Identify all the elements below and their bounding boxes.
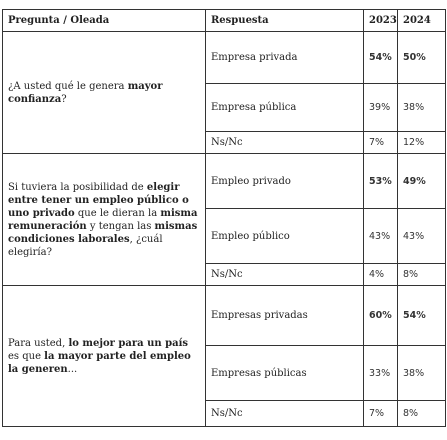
answer: Empresas privadas — [205, 285, 364, 346]
text-part: ... — [67, 363, 78, 375]
text-part: , ¿cuál elegiría? — [8, 233, 163, 258]
answer: Empresa pública — [205, 83, 364, 132]
question: ¿A usted qué le genera mayor confianza? — [2, 31, 206, 154]
value: 12% — [397, 131, 446, 154]
value: 38% — [397, 345, 446, 401]
value: 7% — [363, 400, 398, 427]
text-part: ¿A usted qué le genera — [8, 80, 128, 92]
value: 38% — [397, 83, 446, 132]
value: 54% — [363, 31, 398, 84]
answer: Ns/Nc — [205, 131, 364, 154]
value: 7% — [363, 131, 398, 154]
value: 8% — [397, 400, 446, 427]
answer: Ns/Nc — [205, 400, 364, 427]
value: 53% — [363, 153, 398, 209]
text-part: mayor confianza — [8, 80, 163, 105]
text-part: es que — [8, 350, 45, 362]
value: 39% — [363, 83, 398, 132]
text-part: elegir entre tener un empleo público o u… — [8, 181, 189, 219]
text-part: lo mejor para un país — [68, 337, 188, 349]
value: 50% — [397, 31, 446, 84]
text-part: misma remuneración — [8, 207, 198, 232]
header-cell: Respuesta — [205, 9, 364, 32]
text-part: mismas condiciones laborales — [8, 220, 198, 245]
value: 49% — [397, 153, 446, 209]
text-part: Para usted, — [8, 337, 69, 349]
answer: Ns/Nc — [205, 263, 364, 286]
header-cell: 2024 — [397, 9, 446, 32]
header-cell: 2023 — [363, 9, 398, 32]
survey-table: Pregunta / Oleada Respuesta 2023 2024 ¿A… — [2, 9, 446, 427]
value: 33% — [363, 345, 398, 401]
value: 54% — [397, 285, 446, 346]
value: 60% — [363, 285, 398, 346]
text-part: ? — [61, 93, 67, 105]
answer: Empresa privada — [205, 31, 364, 84]
question: Para usted, lo mejor para un país es que… — [2, 285, 206, 427]
value: 4% — [363, 263, 398, 286]
question: Si tuviera la posibilidad de elegir entr… — [2, 153, 206, 286]
answer: Empleo público — [205, 208, 364, 264]
value: 8% — [397, 263, 446, 286]
text-part: Si tuviera la posibilidad de — [8, 181, 147, 193]
value: 43% — [397, 208, 446, 264]
header-row: Pregunta / Oleada Respuesta 2023 2024 — [2, 9, 446, 32]
header-cell: Pregunta / Oleada — [2, 9, 206, 32]
answer: Empresas públicas — [205, 345, 364, 401]
value: 43% — [363, 208, 398, 264]
text-part: que le dieran la — [74, 207, 161, 219]
answer: Empleo privado — [205, 153, 364, 209]
text-part: y tengan las — [86, 220, 155, 232]
text-part: la mayor parte del empleo la generen — [8, 350, 191, 375]
